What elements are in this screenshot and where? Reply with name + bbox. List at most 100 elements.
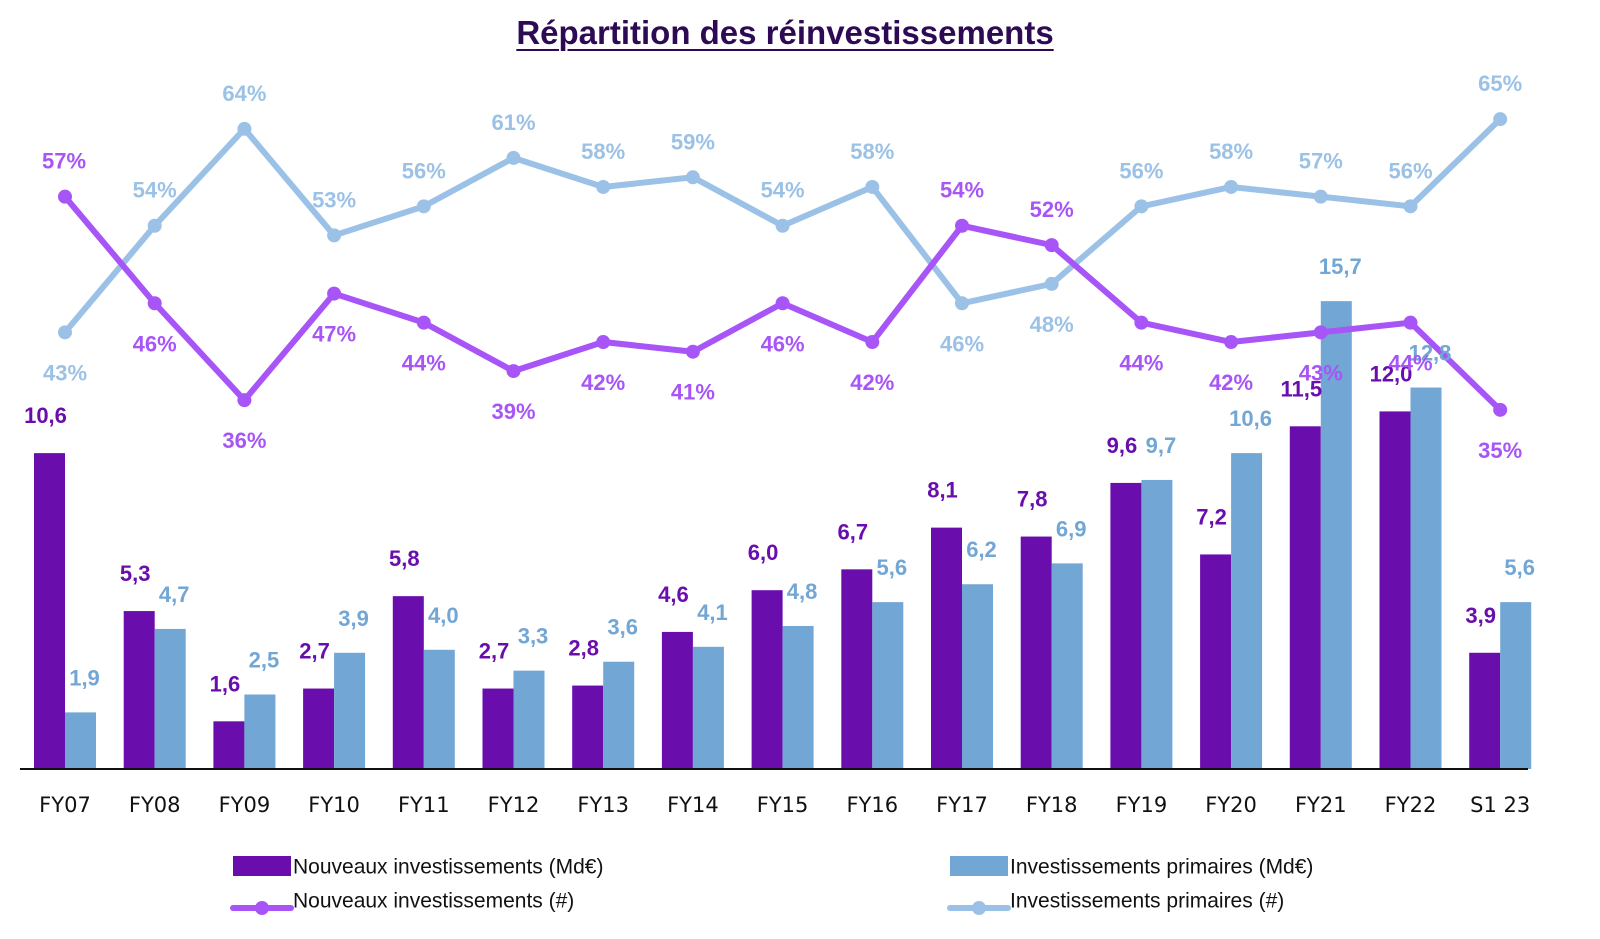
- bar-new-investments: [1020, 536, 1052, 769]
- bar-primary-investments: [244, 694, 276, 769]
- chart-title: Répartition des réinvestissements: [0, 14, 1570, 52]
- bar-primary-investments: [1051, 563, 1083, 769]
- x-tick-label: FY14: [667, 793, 719, 817]
- x-tick-label: FY22: [1385, 793, 1437, 817]
- line-label-new: 36%: [222, 428, 266, 453]
- bar-label-primary: 5,6: [1504, 555, 1535, 580]
- bar-new-investments: [392, 596, 424, 769]
- point-primary-investments: [1403, 199, 1418, 214]
- line-label-primary: 58%: [1209, 139, 1253, 164]
- point-new-investments: [506, 364, 521, 379]
- line-label-primary: 48%: [1030, 312, 1074, 337]
- bar-label-primary: 4,0: [428, 603, 459, 628]
- bar-new-investments: [661, 631, 693, 769]
- point-primary-investments: [685, 170, 700, 185]
- bar-new-investments: [303, 688, 335, 769]
- line-label-primary: 53%: [312, 187, 356, 212]
- x-axis-ticks: FY07 FY08 FY09 FY10 FY11 FY12 FY13 FY14 FY15 FY16…: [39, 793, 1530, 817]
- bar-label-primary: 4,7: [159, 582, 190, 607]
- chart-title-text: Répartition des réinvestissements: [516, 14, 1054, 51]
- line-label-new: 42%: [850, 370, 894, 395]
- point-new-investments: [147, 296, 162, 311]
- bar-label-new: 9,6: [1107, 433, 1138, 458]
- line-label-primary: 57%: [1299, 149, 1343, 174]
- bar-label-primary: 3,6: [607, 615, 638, 640]
- bar-label-new: 6,7: [838, 519, 869, 544]
- bar-label-new: 8,1: [927, 478, 958, 503]
- line-label-new: 43%: [1299, 360, 1343, 385]
- bar-label-new: 11,5: [1280, 376, 1322, 401]
- bar-new-investments: [1469, 652, 1501, 769]
- point-primary-investments: [58, 325, 72, 340]
- line-label-new: 54%: [940, 178, 984, 203]
- bar-label-new: 2,7: [479, 639, 510, 664]
- x-tick-label: FY12: [488, 793, 540, 817]
- legend-marker-primary-line: [972, 901, 986, 915]
- legend-label-new-bar: Nouveaux investissements (Md€): [293, 856, 603, 879]
- x-tick-label: FY15: [757, 793, 809, 817]
- point-primary-investments: [506, 150, 521, 165]
- line-label-primary: 58%: [850, 139, 894, 164]
- legend-item-new-bar: Nouveaux investissements (Md€): [233, 856, 603, 879]
- x-tick-label: FY08: [129, 793, 181, 817]
- bar-new-investments: [1200, 554, 1232, 769]
- x-tick-label: S1 23: [1470, 793, 1530, 817]
- point-primary-investments: [327, 228, 342, 243]
- point-new-investments: [955, 218, 969, 233]
- line-label-new: 57%: [42, 149, 86, 174]
- point-primary-investments: [865, 179, 880, 194]
- point-primary-investments: [1044, 276, 1059, 291]
- bar-new-investments: [34, 453, 65, 769]
- bar-label-new: 3,9: [1465, 603, 1496, 628]
- x-tick-label: FY10: [308, 793, 360, 817]
- bar-primary-investments: [603, 661, 635, 769]
- point-primary-investments: [775, 218, 790, 233]
- x-tick-label: FY11: [398, 793, 450, 817]
- legend-item-new-line: Nouveaux investissements (#): [230, 890, 574, 915]
- point-primary-investments: [1493, 112, 1508, 127]
- bar-primary-investments: [1231, 453, 1263, 769]
- bar-primary-investments: [1141, 479, 1173, 769]
- legend: Nouveaux investissements (Md€) Investiss…: [230, 856, 1313, 915]
- bar-primary-investments: [962, 584, 993, 769]
- bar-label-new: 4,6: [658, 582, 689, 607]
- bar-label-primary: 9,7: [1146, 433, 1177, 458]
- bar-primary-investments: [1410, 387, 1442, 769]
- bars-layer: [34, 301, 1532, 769]
- bar-label-primary: 6,2: [966, 537, 997, 562]
- bar-new-investments: [751, 590, 783, 769]
- legend-label-primary-bar: Investissements primaires (Md€): [1010, 856, 1313, 879]
- point-primary-investments: [416, 199, 431, 214]
- line-label-new: 41%: [671, 380, 715, 405]
- x-tick-label: FY18: [1026, 793, 1078, 817]
- bar-label-primary: 1,9: [69, 665, 100, 690]
- point-new-investments: [1313, 325, 1328, 340]
- bar-label-primary: 3,3: [518, 624, 549, 649]
- bar-new-investments: [841, 569, 873, 769]
- bar-label-primary: 5,6: [877, 555, 908, 580]
- line-label-new: 46%: [133, 331, 177, 356]
- bar-new-investments: [572, 685, 604, 769]
- bar-label-new: 2,8: [568, 636, 599, 661]
- line-label-primary: 54%: [761, 178, 805, 203]
- point-new-investments: [596, 335, 611, 350]
- point-primary-investments: [1134, 199, 1149, 214]
- line-label-primary: 46%: [940, 331, 984, 356]
- line-label-primary: 59%: [671, 129, 715, 154]
- bar-new-investments: [1289, 426, 1321, 769]
- point-primary-investments: [1313, 189, 1328, 204]
- legend-swatch-primary-bar: [950, 856, 1008, 876]
- bar-new-investments: [213, 721, 245, 769]
- point-new-investments: [1403, 315, 1418, 330]
- point-new-investments: [416, 315, 431, 330]
- bar-primary-investments: [513, 670, 545, 769]
- bar-primary-investments: [1320, 301, 1352, 769]
- point-primary-investments: [596, 179, 611, 194]
- point-primary-investments: [147, 218, 162, 233]
- bar-primary-investments: [692, 646, 724, 769]
- bar-primary-investments: [872, 602, 904, 769]
- line-label-new: 44%: [1388, 351, 1432, 376]
- x-tick-label: FY19: [1116, 793, 1168, 817]
- bar-new-investments: [123, 611, 155, 769]
- legend-item-primary-line: Investissements primaires (#): [947, 890, 1284, 915]
